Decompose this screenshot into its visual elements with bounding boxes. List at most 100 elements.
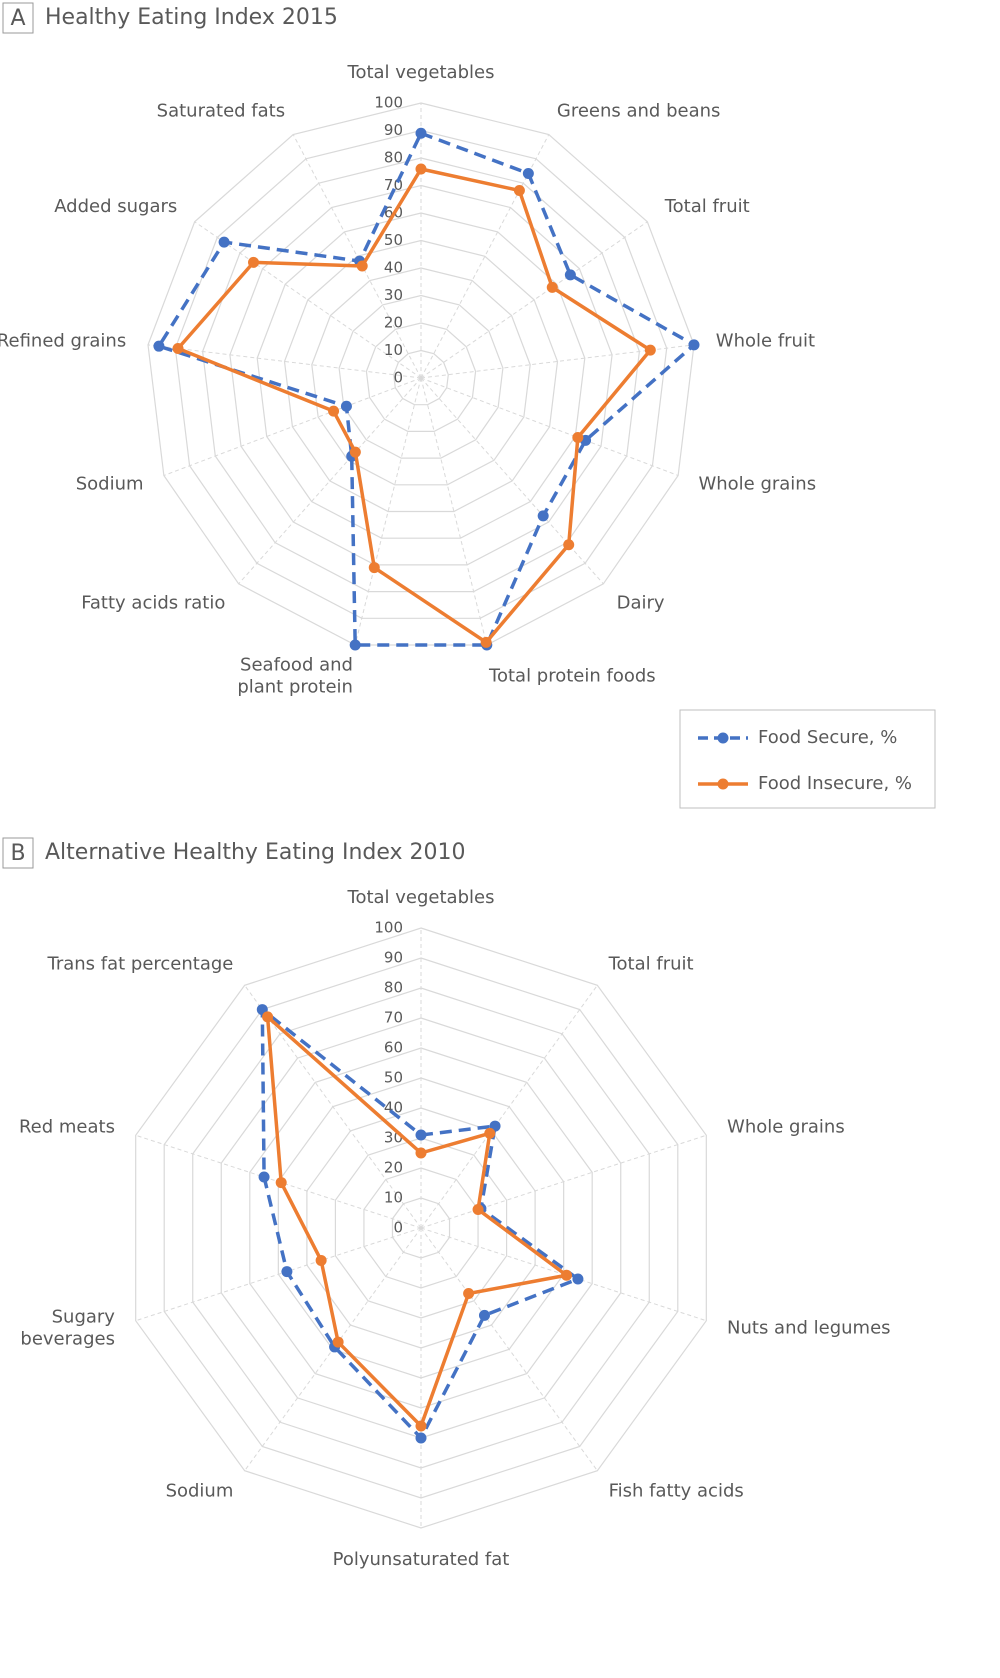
spoke (292, 134, 422, 379)
series-line (260, 1007, 580, 1440)
data-point (537, 510, 549, 522)
data-point (563, 539, 575, 551)
legend-marker (717, 778, 729, 790)
y-tick-label: 80 (384, 979, 403, 997)
data-point (356, 260, 368, 272)
category-label: Dairy (617, 592, 665, 613)
category-label: Sodium (166, 1481, 234, 1502)
spoke (420, 221, 648, 379)
y-tick-label: 100 (374, 919, 403, 937)
legend-marker (717, 732, 729, 744)
grid-line (338, 294, 504, 459)
grid-line (365, 322, 477, 433)
data-point (349, 446, 361, 458)
data-point (688, 339, 700, 351)
spoke (420, 377, 488, 646)
grid-line (311, 267, 531, 486)
panel-label: A (10, 6, 25, 31)
y-tick-label: 100 (374, 94, 403, 112)
y-tick-label: 80 (384, 149, 403, 167)
category-label: Total fruit (608, 953, 694, 974)
panel-box (2, 837, 34, 869)
data-point (368, 562, 380, 574)
data-point (484, 1127, 496, 1139)
data-point (572, 431, 584, 443)
data-point (480, 636, 492, 648)
y-tick-label: 10 (384, 341, 403, 359)
panel-box (2, 2, 34, 34)
category-label: Saturated fats (157, 100, 285, 121)
category-label: Red meats (19, 1116, 115, 1137)
y-tick-label: 50 (384, 1069, 403, 1087)
spoke (194, 221, 422, 379)
data-point (561, 1269, 573, 1281)
grid-line (174, 129, 668, 619)
data-point (415, 1432, 427, 1444)
y-tick-label: 20 (384, 314, 403, 332)
data-point (463, 1288, 475, 1300)
data-point (262, 1011, 274, 1023)
spoke (420, 377, 604, 585)
category-label: Greens and beans (557, 100, 721, 121)
data-point (340, 400, 352, 412)
data-point (332, 1336, 344, 1348)
grid-line (229, 184, 613, 566)
chart-title: Alternative Healthy Eating Index 2010 (45, 840, 466, 865)
y-tick-label: 50 (384, 231, 403, 249)
y-tick-label: 90 (384, 121, 403, 139)
y-tick-label: 0 (393, 1219, 403, 1237)
category-label: Whole fruit (716, 331, 815, 352)
chart-title: Healthy Eating Index 2015 (45, 5, 338, 30)
grid-line (283, 239, 559, 513)
category-label: Sugary beverages (20, 1307, 115, 1350)
grid-line (135, 927, 707, 1529)
category-label: Total fruit (664, 196, 750, 217)
spoke (420, 377, 679, 476)
data-point (572, 1273, 584, 1285)
data-point (472, 1203, 484, 1215)
y-tick-label: 60 (384, 1039, 403, 1057)
data-point (281, 1266, 293, 1278)
category-label: Polyunsaturated fat (333, 1549, 510, 1570)
data-point (522, 167, 534, 179)
category-label: Fatty acids ratio (81, 592, 225, 613)
spoke (244, 985, 422, 1229)
category-label: Fish fatty acids (609, 1481, 744, 1502)
data-point (546, 281, 558, 293)
category-label: Whole grains (727, 1116, 845, 1137)
data-point (172, 342, 184, 354)
spoke (163, 377, 422, 476)
grid-line (249, 1047, 593, 1409)
data-point (315, 1254, 327, 1266)
category-label: Added sugars (54, 196, 177, 217)
spoke (354, 377, 422, 646)
y-tick-label: 30 (384, 286, 403, 304)
data-point (328, 405, 340, 417)
y-tick-label: 40 (384, 1099, 403, 1117)
spoke (238, 377, 422, 585)
data-point (415, 1147, 427, 1159)
panel-label: B (10, 841, 25, 866)
spoke (147, 344, 422, 379)
y-tick-label: 10 (384, 1189, 403, 1207)
data-point (415, 163, 427, 175)
series-line (157, 131, 696, 647)
category-label: Nuts and legumes (727, 1318, 891, 1339)
data-point (478, 1309, 490, 1321)
category-label: Total vegetables (347, 62, 495, 83)
data-point (415, 1129, 427, 1141)
data-point (349, 639, 361, 651)
data-point (258, 1171, 270, 1183)
spoke (420, 1227, 598, 1471)
data-point (248, 256, 260, 268)
series-line (176, 167, 653, 645)
category-label: Trans fat percentage (46, 953, 233, 974)
data-point (513, 185, 525, 197)
y-tick-label: 30 (384, 1129, 403, 1147)
y-tick-label: 70 (384, 1009, 403, 1027)
data-point (644, 344, 656, 356)
data-point (415, 127, 427, 139)
y-tick-label: 0 (393, 369, 403, 387)
category-label: Refined grains (0, 331, 126, 352)
